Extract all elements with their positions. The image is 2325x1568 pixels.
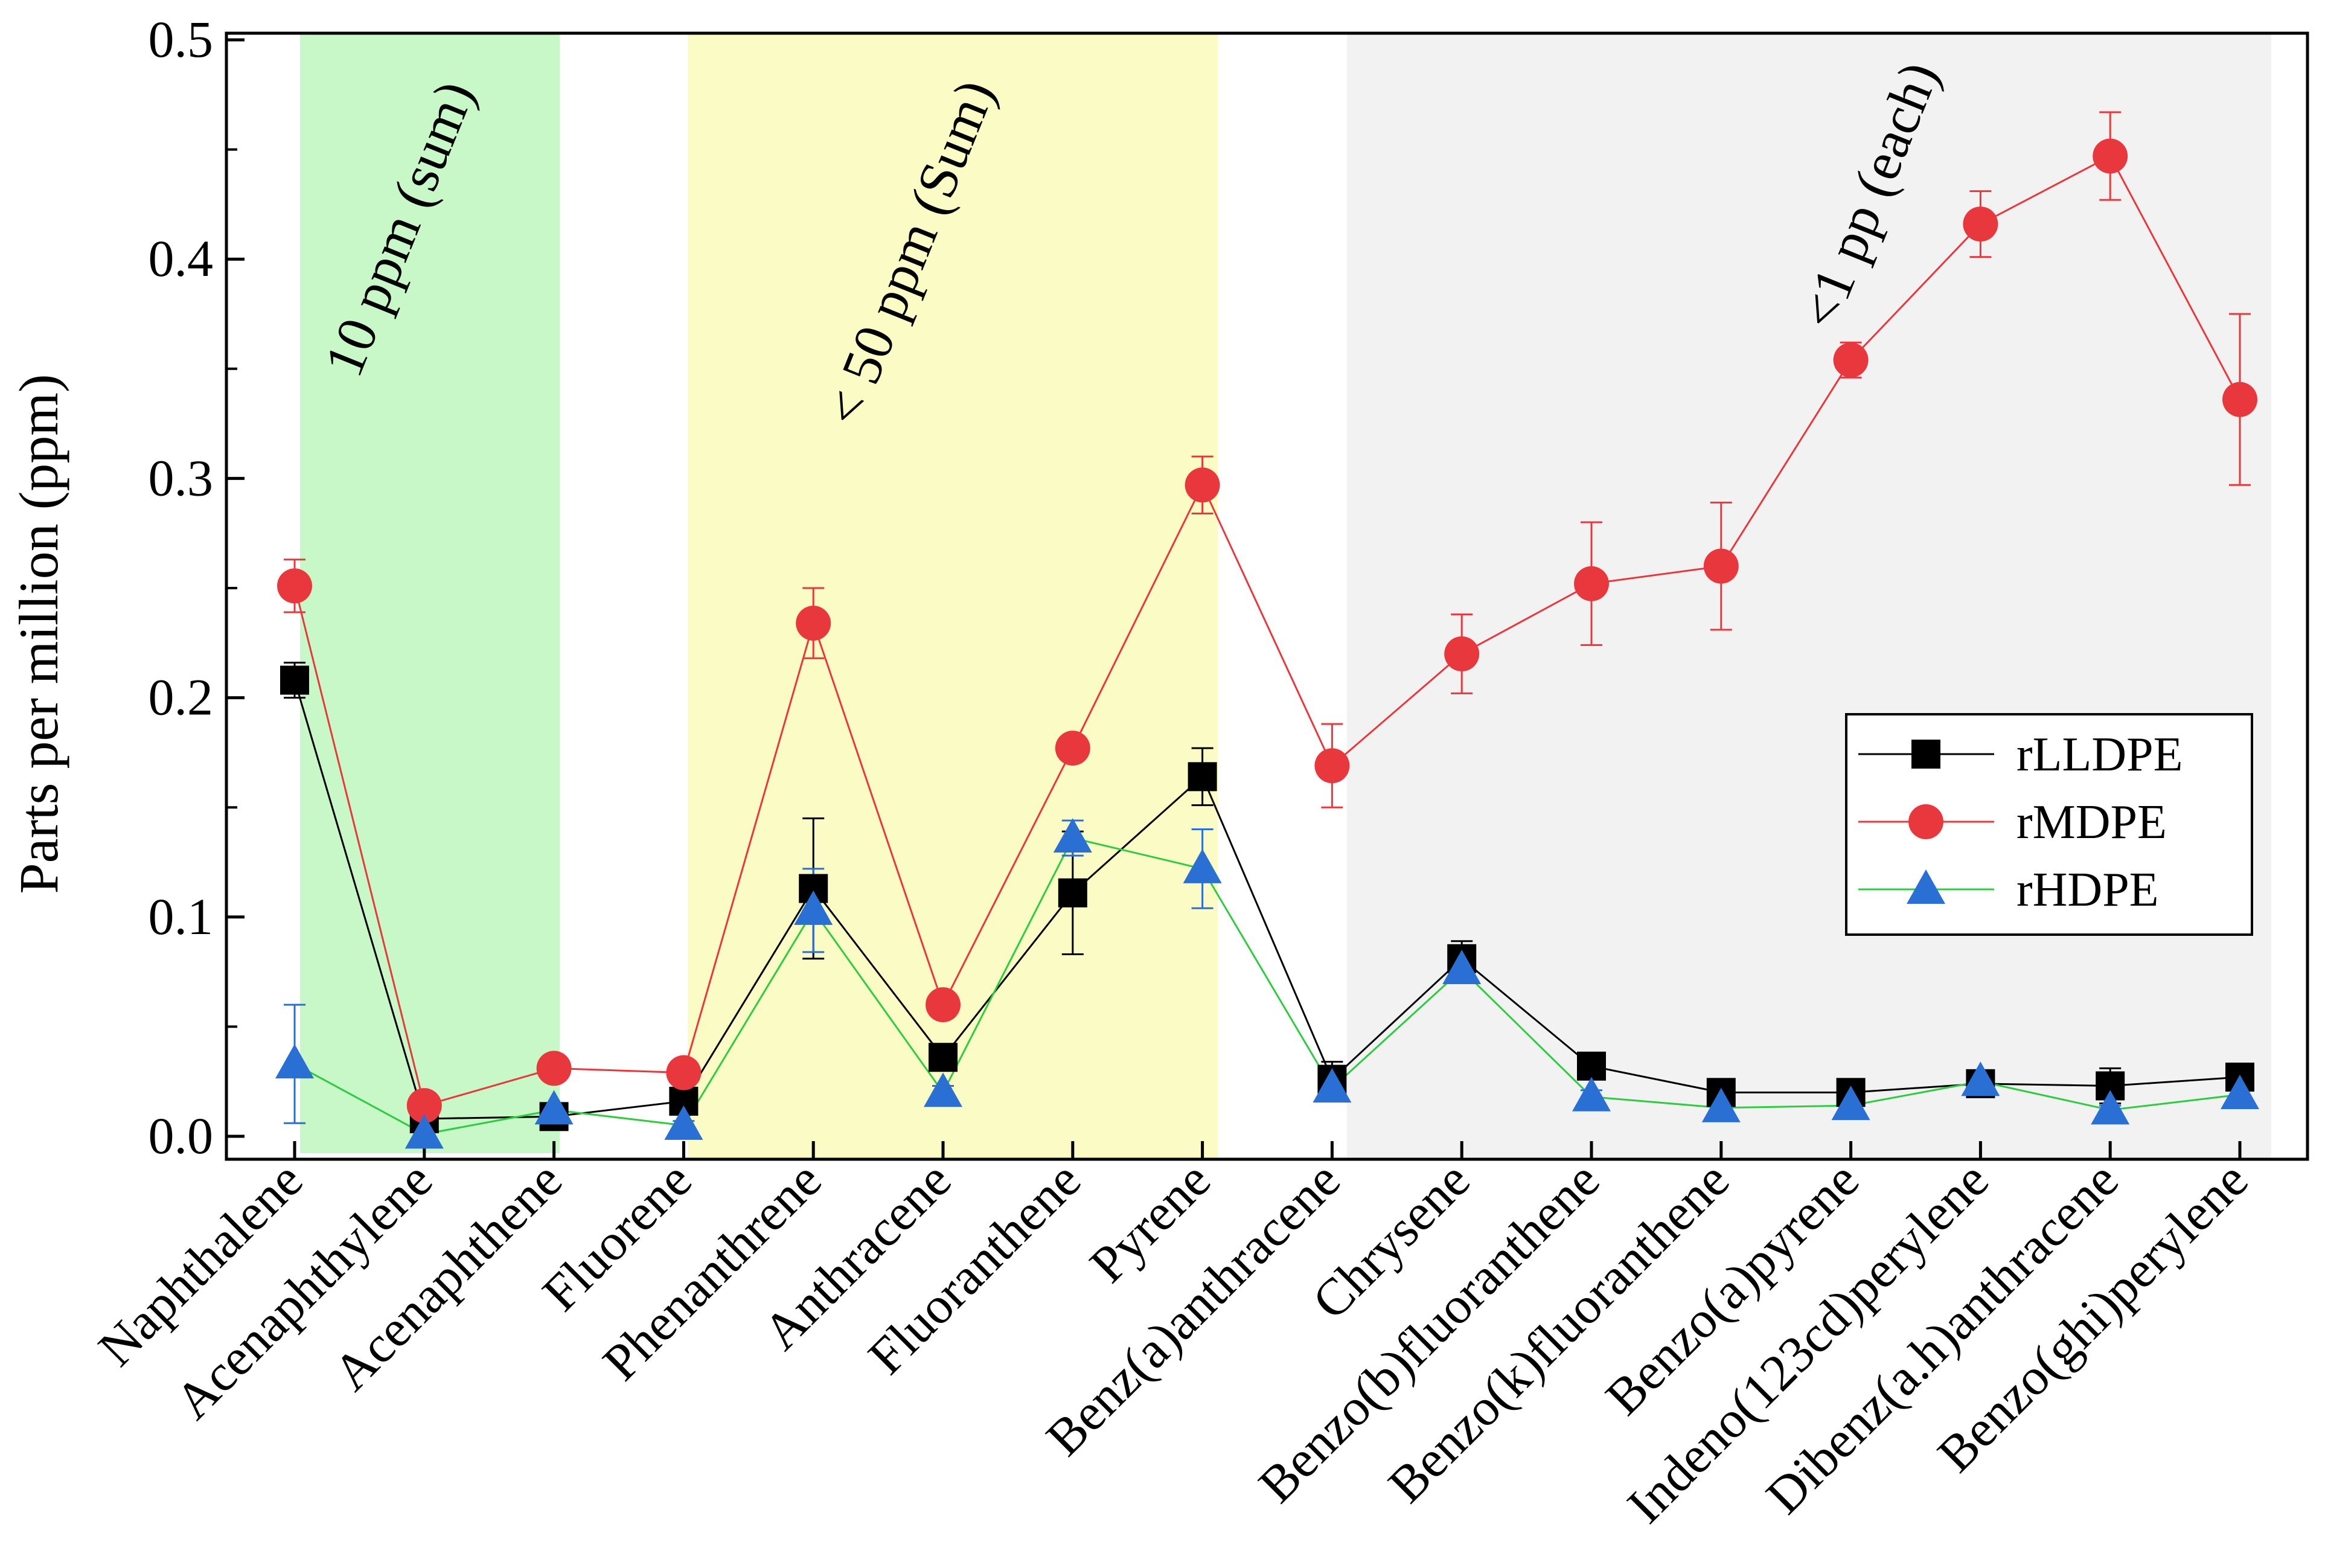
y-tick-label: 0.0 (149, 1107, 214, 1165)
data-point-rLLDPE (280, 665, 309, 695)
data-point-rHDPE (924, 1072, 962, 1107)
data-point-rHDPE (1831, 1086, 1870, 1121)
shaded-region (1347, 33, 2271, 1159)
series-line-rMDPE (293, 155, 2241, 1107)
data-point-rHDPE (1961, 1061, 2000, 1096)
legend-label: rLLDPE (2016, 728, 2183, 781)
data-point-rHDPE (1572, 1077, 1611, 1112)
shaded-region (300, 33, 560, 1153)
data-point-rMDPE (796, 606, 831, 641)
data-point-rMDPE (926, 987, 961, 1023)
data-point-rMDPE (2093, 138, 2128, 174)
data-point-rHDPE (794, 890, 833, 925)
legend-marker (1911, 740, 1940, 769)
data-point-rMDPE (1574, 566, 1609, 601)
data-point-rHDPE (275, 1044, 314, 1079)
data-point-rLLDPE (1058, 878, 1087, 907)
series-layer (275, 111, 2259, 1149)
y-axis-title: Parts per million (ppm) (8, 374, 69, 894)
shaded-regions (300, 33, 2271, 1159)
data-point-rMDPE (1314, 748, 1350, 784)
data-point-rMDPE (1963, 206, 1998, 242)
y-tick-label: 0.5 (149, 10, 214, 68)
data-point-rMDPE (406, 1088, 442, 1124)
legend-label: rHDPE (2016, 863, 2159, 917)
data-point-rMDPE (536, 1051, 572, 1086)
data-point-rLLDPE (1577, 1051, 1606, 1081)
data-point-rHDPE (2091, 1090, 2130, 1125)
data-point-rHDPE (1701, 1087, 1741, 1122)
data-point-rLLDPE (929, 1043, 958, 1072)
data-point-rHDPE (1053, 818, 1092, 853)
plot-frame (225, 31, 2309, 1161)
y-tick-label: 0.4 (149, 229, 214, 287)
y-tick-label: 0.1 (149, 888, 214, 946)
legend-marker (1908, 804, 1943, 839)
data-point-rMDPE (1055, 731, 1090, 766)
data-point-rHDPE (1442, 949, 1482, 984)
series-line-rLLDPE (293, 680, 2240, 1120)
y-tick-label: 0.2 (149, 668, 214, 726)
data-point-rHDPE (1313, 1068, 1352, 1103)
data-point-rHDPE (1183, 848, 1222, 883)
data-point-rLLDPE (1188, 762, 1217, 792)
series-line-rHDPE (294, 837, 2240, 1135)
data-point-rHDPE (2221, 1074, 2259, 1109)
legend-marker (1907, 869, 1945, 904)
data-point-rHDPE (664, 1105, 703, 1140)
data-point-rMDPE (2222, 382, 2257, 417)
data-point-rMDPE (666, 1055, 702, 1090)
x-tick-label: Acenaphthene (322, 1151, 573, 1402)
data-point-rHDPE (405, 1114, 444, 1149)
data-point-rMDPE (1444, 636, 1480, 671)
data-point-rMDPE (1185, 467, 1220, 503)
data-point-rMDPE (277, 568, 312, 604)
legend-label: rMDPE (2016, 796, 2167, 849)
y-tick-label: 0.3 (149, 449, 214, 507)
data-point-rHDPE (534, 1090, 574, 1125)
legend: rLLDPE rMDPE rHDPE (1845, 713, 2253, 936)
data-point-rMDPE (1833, 342, 1869, 378)
data-point-rMDPE (1703, 548, 1739, 584)
